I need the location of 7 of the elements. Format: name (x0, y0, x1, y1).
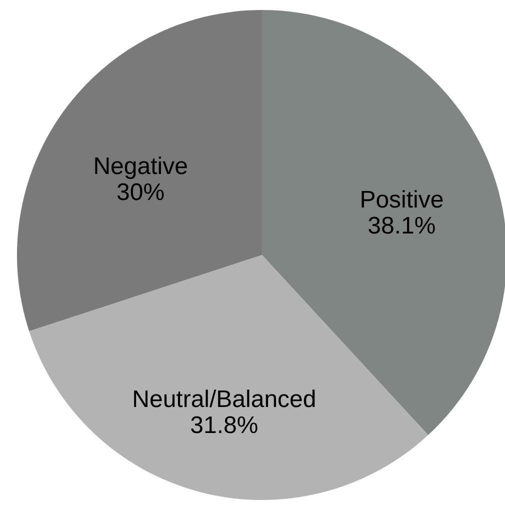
data-label: 38.1% (368, 212, 436, 240)
pie-slice (29, 255, 428, 500)
data-label: 30% (116, 178, 165, 206)
slice-label: Positive (360, 186, 444, 214)
slice-label: Negative (93, 152, 188, 180)
slice-label: Neutral/Balanced (132, 386, 316, 414)
data-label: 31.8% (190, 412, 258, 440)
